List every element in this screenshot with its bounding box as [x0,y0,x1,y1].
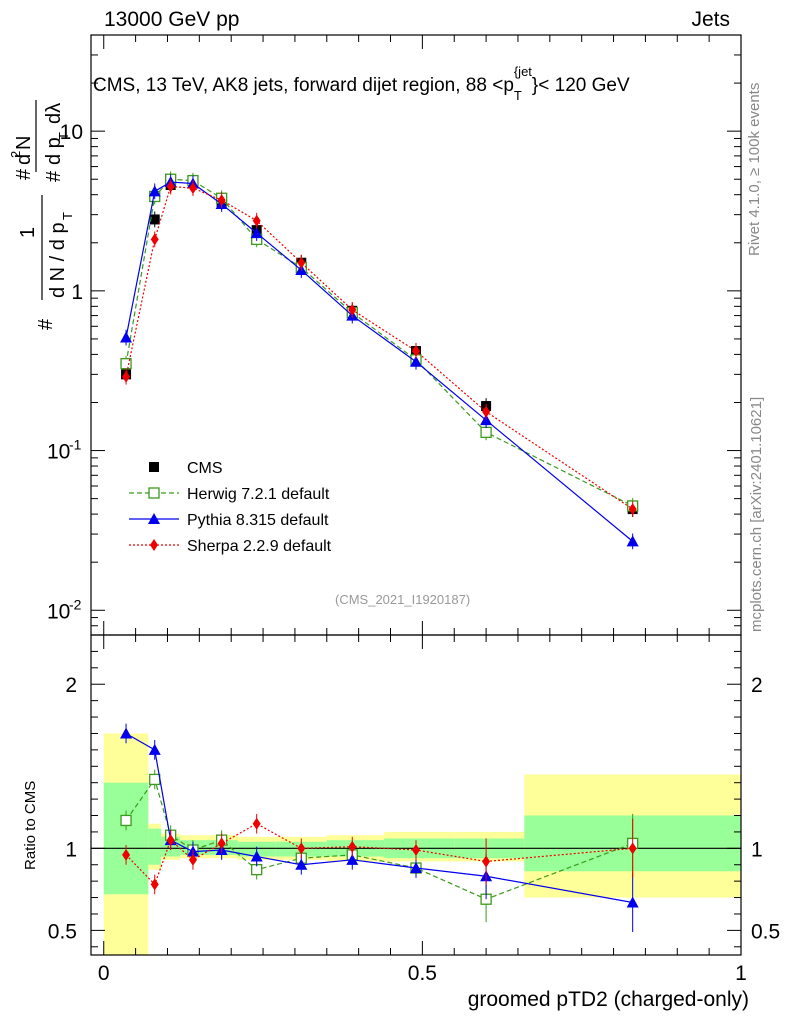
y-axis-label-part: # [43,170,65,182]
ratio-stat-uncertainty-band [148,828,162,865]
y-axis-label-part: 1 [17,227,39,238]
mcplots-label: mcplots.cern.ch [arXiv:2401.10621] [748,396,765,632]
ratio-data-point-sherpa [217,837,226,850]
main-data-point-sherpa [252,214,261,227]
energy-label: 13000 GeV pp [104,8,240,31]
ratio-data-point-sherpa [122,848,131,861]
y-axis-label-part: T [60,212,75,220]
main-data-point-herwig [480,426,492,439]
ratio-data-point-pythia [120,727,133,739]
ratio-data-point-pythia [410,862,422,874]
legend-marker-herwig [148,487,160,499]
ratio-y-tick-label-right: 2 [751,674,763,697]
rivet-version-label: Rivet 4.1.0, ≥ 100k events [746,82,763,256]
ratio-y-axis-label: Ratio to CMS [22,780,39,870]
ratio-data-point-sherpa [412,843,420,856]
main-data-point-sherpa [188,182,197,195]
y-axis-label-part: N [13,136,35,150]
ratio-data-point-herwig [149,773,161,786]
main-data-point-sherpa [217,194,226,207]
main-data-point-pythia [148,185,161,197]
main-data-point-pythia [120,331,133,343]
ratio-data-point-sherpa [252,817,261,830]
main-data-point-herwig [120,358,132,370]
legend-label-herwig: Herwig 7.2.1 default [187,486,330,503]
ratio-data-point-sherpa [188,853,197,866]
legend-label-cms: CMS [187,460,223,477]
legend-marker-pythia [148,513,160,524]
legend-marker-cms [149,462,159,472]
ratio-data-point-pythia [626,896,639,908]
ratio-data-point-sherpa [348,840,357,853]
y-axis-label-part: d p [43,137,65,165]
ratio-y-tick-label: 0.5 [48,920,77,943]
main-series-line-herwig [125,178,633,507]
main-y-tick-label-exponent: -2 [69,596,82,612]
y-axis-label-part: d [13,154,35,165]
y-axis-label-part: # [13,168,35,180]
ratio-y-tick-label: 1 [65,838,77,861]
main-data-point-sherpa [482,405,491,418]
main-data-point-sherpa [297,256,306,269]
ratio-y-tick-label-right: 0.5 [751,920,780,943]
y-axis-label-part: T [56,132,71,140]
x-tick-label: 0.5 [408,962,437,985]
ratio-data-point-pythia [250,850,263,862]
y-axis-label-part: # [35,318,57,330]
y-axis-label-part: 2 [8,151,23,158]
main-data-point-pythia [480,414,493,426]
main-data-point-pythia [410,355,422,367]
main-data-point-sherpa [150,233,159,246]
main-y-tick-label-exponent: -1 [69,437,82,453]
ratio-data-point-pythia [346,853,359,865]
ratio-data-point-sherpa [628,842,637,855]
x-tick-label: 1 [735,962,747,985]
chart-title: CMS, 13 TeV, AK8 jets, forward dijet reg… [93,64,630,103]
main-y-tick-label: 10 [47,600,70,623]
ratio-stat-uncertainty-band [103,782,149,895]
ratio-data-point-sherpa [482,855,491,868]
main-data-point-pythia [626,535,639,547]
legend-label-pythia: Pythia 8.315 default [187,512,329,529]
ratio-data-point-sherpa [166,834,175,847]
main-data-point-sherpa [166,180,175,193]
main-y-tick-label: 10 [60,121,83,144]
y-axis-label-part: dλ [43,103,65,124]
ratio-y-tick-label-right: 1 [751,838,763,861]
ratio-data-point-pythia [148,743,161,755]
main-data-point-pythia [250,227,263,239]
ratio-data-point-sherpa [150,878,159,891]
x-axis-label: groomed pTD2 (charged-only) [467,988,749,1011]
ratio-data-point-herwig [120,814,132,827]
legend-marker-sherpa [150,539,158,551]
main-y-tick-label: 10 [47,441,70,464]
ratio-data-point-sherpa [297,842,306,855]
category-label: Jets [691,8,730,31]
main-data-point-sherpa [628,503,637,516]
main-data-point-sherpa [122,370,131,383]
x-tick-label: 0 [98,962,110,985]
main-y-tick-label: 1 [71,281,83,304]
ratio-y-tick-label: 2 [65,674,77,697]
ratio-data-point-pythia [295,858,308,870]
ratio-plot-frame [90,634,742,956]
y-axis-label-part: d N / d p [47,222,69,298]
legend-label-sherpa: Sherpa 2.2.9 default [187,538,332,555]
analysis-id-label: (CMS_2021_I1920187) [335,592,471,607]
ratio-series-line-sherpa [125,823,633,886]
main-data-point-cms [149,214,160,225]
main-data-point-sherpa [348,303,357,316]
main-data-point-sherpa [412,345,420,358]
